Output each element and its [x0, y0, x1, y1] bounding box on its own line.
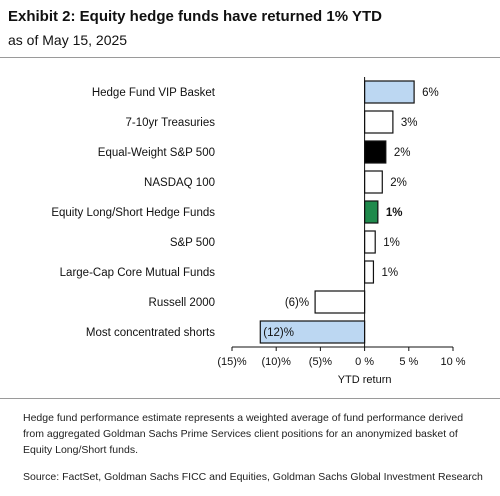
x-axis: (15)% (10)% (5)% 0 % 5 % 10 % YTD return: [217, 77, 466, 386]
chart-title: Exhibit 2: Equity hedge funds have retur…: [8, 8, 382, 25]
category-label: S&P 500: [170, 237, 215, 249]
value-label: 1%: [386, 207, 403, 219]
value-label: 3%: [401, 117, 418, 129]
value-label: 6%: [422, 87, 439, 99]
category-label: Most concentrated shorts: [86, 327, 215, 339]
category-label: NASDAQ 100: [144, 177, 215, 189]
bar: [364, 260, 375, 284]
bar: [364, 80, 415, 104]
bar: [364, 110, 394, 134]
bar: [364, 230, 376, 254]
bar: [314, 290, 366, 314]
category-labels: Hedge Fund VIP Basket 7-10yr Treasuries Eq…: [51, 87, 215, 339]
footnote: Hedge fund performance estimate represen…: [23, 412, 464, 456]
x-tick-label: (15)%: [217, 356, 247, 368]
value-label: 1%: [381, 267, 398, 279]
value-label: (12)%: [263, 327, 294, 339]
chart-subtitle: as of May 15, 2025: [8, 32, 128, 48]
category-label: Russell 2000: [149, 297, 215, 309]
category-label: Hedge Fund VIP Basket: [92, 87, 216, 99]
bar: [364, 140, 387, 164]
bar: [364, 200, 379, 224]
value-label: 2%: [394, 147, 411, 159]
x-tick-label: 10 %: [440, 356, 465, 368]
x-tick-label: 0 %: [355, 356, 374, 368]
x-tick-label: 5 %: [399, 356, 418, 368]
value-label: (6)%: [285, 297, 309, 309]
category-label: Equity Long/Short Hedge Funds: [51, 207, 215, 219]
category-label: Large-Cap Core Mutual Funds: [60, 267, 216, 279]
middle-divider: [0, 398, 500, 399]
x-tick-label: (10)%: [262, 356, 292, 368]
bars: [259, 80, 415, 344]
source-note: Source: FactSet, Goldman Sachs FICC and …: [23, 471, 483, 483]
top-divider: [0, 57, 500, 58]
value-label: 2%: [390, 177, 407, 189]
value-label: 1%: [383, 237, 400, 249]
category-label: 7-10yr Treasuries: [126, 117, 216, 129]
x-tick-label: (5)%: [309, 356, 332, 368]
value-labels: 6% 3% 2% 2% 1% 1% 1% (6)% (12)%: [263, 87, 438, 339]
bar: [364, 170, 383, 194]
bar-chart: Hedge Fund VIP Basket 7-10yr Treasuries Eq…: [51, 77, 466, 386]
category-label: Equal-Weight S&P 500: [98, 147, 215, 159]
x-axis-title: YTD return: [338, 374, 392, 386]
